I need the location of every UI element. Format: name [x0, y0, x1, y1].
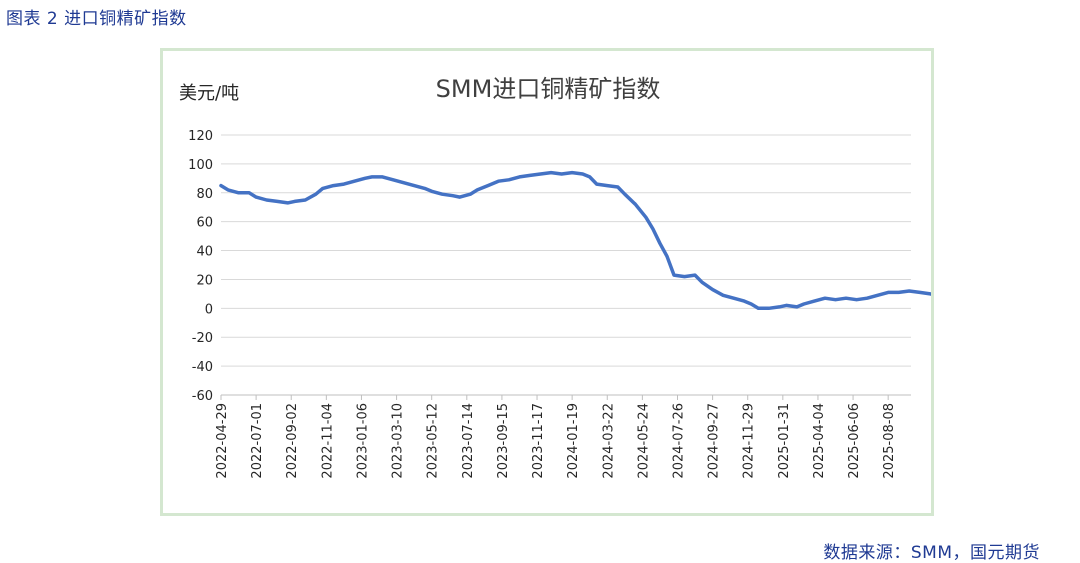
- y-tick-label: 60: [196, 216, 213, 231]
- x-tick-label: 2024-03-22: [601, 403, 616, 479]
- chart-frame: SMM进口铜精矿指数 美元/吨 120 100 80 60 40 20 0 -20 -40 -60…: [160, 48, 1080, 516]
- y-tick-label: 40: [196, 245, 213, 260]
- y-tick-label: 0: [205, 302, 213, 317]
- y-tick-label: -60: [192, 389, 213, 404]
- data-source: 数据来源：SMM，国元期货: [823, 543, 1040, 563]
- y-tick-label: -20: [192, 331, 213, 346]
- x-tick-label: 2022-09-02: [285, 403, 300, 479]
- x-tick-label: 2025-01-31: [777, 403, 792, 479]
- x-tick-label: 2023-01-06: [355, 403, 370, 479]
- chart-title: SMM进口铜精矿指数: [436, 75, 661, 103]
- x-tick-label: 2025-06-06: [847, 403, 862, 479]
- x-tick-label: 2024-11-29: [742, 403, 757, 479]
- gridlines: [221, 134, 911, 396]
- x-tick-label: 2025-08-08: [882, 403, 897, 479]
- x-tick-label: 2024-05-24: [636, 403, 651, 479]
- y-tick-label: 80: [196, 187, 213, 202]
- x-tick-label: 2023-11-17: [531, 403, 546, 479]
- x-tick-label: 2023-03-10: [391, 403, 406, 479]
- series-group: [219, 170, 1080, 374]
- y-tick-label: 100: [188, 158, 213, 173]
- x-tick-label: 2022-11-04: [320, 403, 335, 479]
- y-axis-unit-label: 美元/吨: [179, 83, 239, 104]
- x-tick-label: 2024-09-27: [707, 403, 722, 479]
- x-tick-label: 2023-07-14: [461, 403, 476, 479]
- x-tick-label: 2022-04-29: [215, 403, 230, 479]
- x-tick-label: 2025-04-04: [812, 403, 827, 479]
- series-line: [219, 170, 1080, 374]
- x-tick-label: 2022-07-01: [250, 403, 265, 479]
- x-tick-label: 2024-07-26: [671, 403, 686, 479]
- y-tick-label: -40: [192, 360, 213, 375]
- y-tick-label: 120: [188, 129, 213, 144]
- x-tick-labels: 2022-04-29 2022-07-01 2022-09-02 2022-11-04…: [215, 395, 897, 479]
- x-tick-label: 2023-09-15: [496, 403, 511, 479]
- x-tick-label: 2023-05-12: [426, 403, 441, 479]
- figure-caption: 图表 2 进口铜精矿指数: [6, 9, 187, 29]
- y-tick-labels: 120 100 80 60 40 20 0 -20 -40 -60: [188, 129, 213, 404]
- x-tick-label: 2024-01-19: [566, 403, 581, 479]
- y-tick-label: 20: [196, 273, 213, 288]
- line-chart: SMM进口铜精矿指数 美元/吨 120 100 80 60 40 20 0 -20 -40 -60…: [179, 75, 1080, 479]
